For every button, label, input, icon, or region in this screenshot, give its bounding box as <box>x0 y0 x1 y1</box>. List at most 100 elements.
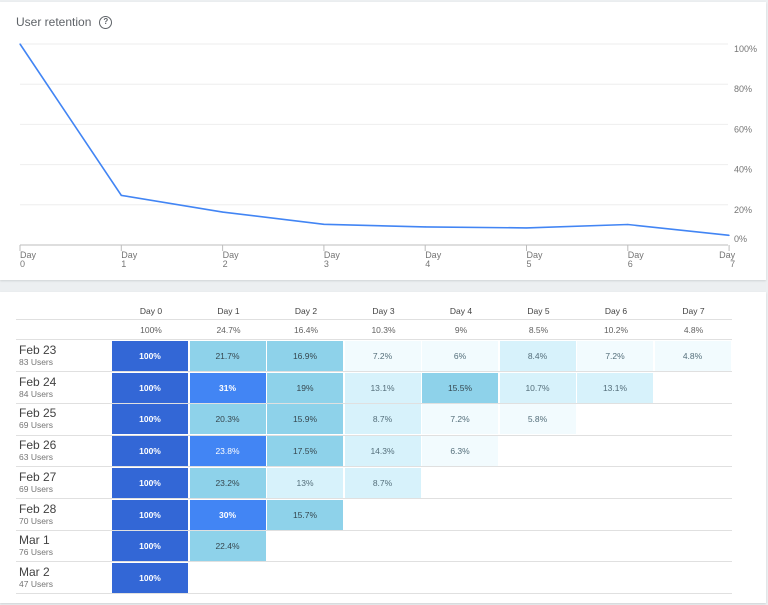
y-tick-label: 80% <box>734 84 752 94</box>
x-tick-label: Day <box>121 250 138 260</box>
column-average: 8.5% <box>528 325 549 335</box>
column-average: 10.3% <box>371 325 396 335</box>
cohort-date: Feb 24 <box>19 374 57 389</box>
cohort-user-count: 70 Users <box>19 515 54 526</box>
row-divider <box>16 529 732 531</box>
retention-cell[interactable]: 30% <box>189 499 266 530</box>
series-layer <box>19 43 730 237</box>
data-point[interactable] <box>19 43 21 45</box>
cohort-row-label: Feb 26 63 Users <box>19 438 109 463</box>
cohort-row-label: Feb 28 70 Users <box>19 502 109 526</box>
y-axis-ticks: 0% 20% 40% 60% 80% 100% <box>734 44 757 244</box>
data-point[interactable] <box>728 234 730 236</box>
x-tick-number: 3 <box>324 259 329 269</box>
retention-cell[interactable]: 15.7% <box>267 499 343 530</box>
column-average: 24.7% <box>216 325 241 335</box>
retention-cell[interactable]: 13% <box>267 467 343 498</box>
retention-cell[interactable]: 6% <box>422 341 498 371</box>
column-header: Day 0 <box>139 306 163 316</box>
retention-cell[interactable]: 8.7% <box>344 404 421 435</box>
retention-cell[interactable]: 4.8% <box>654 341 731 371</box>
retention-cell[interactable]: 100% <box>112 372 188 403</box>
x-tick-number: 1 <box>121 259 126 269</box>
x-tick-label: Day <box>719 250 736 260</box>
y-tick-label: 0% <box>734 234 747 244</box>
retention-cell[interactable]: 100% <box>112 436 188 467</box>
cohort-date: Feb 26 <box>19 438 57 453</box>
retention-cell[interactable]: 100% <box>112 531 188 562</box>
retention-cell[interactable]: 16.9% <box>267 341 343 371</box>
y-tick-label: 60% <box>734 124 752 134</box>
retention-cell[interactable]: 15.5% <box>422 372 498 403</box>
retention-cell[interactable]: 7.2% <box>422 404 498 435</box>
retention-cell[interactable]: 7.2% <box>344 341 421 371</box>
column-header: Day 6 <box>604 306 628 316</box>
cohort-row-label: Feb 25 69 Users <box>19 407 109 431</box>
x-tick-label: Day <box>223 250 240 260</box>
retention-cell[interactable]: 19% <box>267 372 343 403</box>
data-point[interactable] <box>323 223 325 225</box>
data-point[interactable] <box>525 227 528 229</box>
cohort-row-label: Mar 2 47 Users <box>19 565 109 589</box>
retention-cell[interactable]: 23.8% <box>189 436 266 467</box>
retention-cell[interactable]: 20.3% <box>189 404 266 435</box>
x-tick-number: 5 <box>527 259 532 269</box>
cohort-user-count: 69 Users <box>19 483 54 494</box>
help-circle-icon[interactable]: ? <box>99 15 113 29</box>
row-divider <box>16 561 732 563</box>
retention-cell[interactable]: 14.3% <box>344 436 421 467</box>
retention-cell[interactable]: 13.1% <box>577 372 653 403</box>
retention-cell[interactable]: 13.1% <box>344 372 421 403</box>
retention-cell[interactable]: 6.3% <box>422 436 498 467</box>
y-tick-label: 20% <box>734 205 752 215</box>
retention-cell[interactable]: 7.2% <box>577 341 653 371</box>
retention-cell[interactable]: 8.7% <box>344 467 421 498</box>
column-header: Day 5 <box>527 306 550 316</box>
retention-cell[interactable]: 100% <box>112 562 188 593</box>
x-tick-label: Day <box>425 250 442 260</box>
data-point[interactable] <box>424 226 426 228</box>
retention-cell[interactable]: 5.8% <box>499 404 576 435</box>
x-tick-label: Day <box>527 250 544 260</box>
data-point[interactable] <box>627 223 629 226</box>
x-tick-number: 2 <box>223 259 228 269</box>
retention-cell[interactable]: 17.5% <box>267 436 343 467</box>
cohort-user-count: 76 Users <box>19 547 54 558</box>
row-divider <box>16 402 732 404</box>
retention-series-line <box>19 43 730 237</box>
cohort-date: Mar 1 <box>19 533 50 548</box>
data-point[interactable] <box>120 194 122 196</box>
retention-cell[interactable]: 100% <box>112 404 188 435</box>
x-tick-label: Day <box>20 250 37 260</box>
column-average: 16.4% <box>293 325 319 335</box>
column-average: 9% <box>454 325 468 335</box>
column-header: Day 1 <box>217 306 240 316</box>
x-tick-number: 6 <box>628 259 633 269</box>
retention-cell[interactable]: 100% <box>112 341 188 371</box>
x-tick-number: 7 <box>730 259 735 269</box>
retention-cell[interactable]: 10.7% <box>499 372 576 403</box>
cohort-row-label: Feb 24 84 Users <box>19 374 109 399</box>
retention-cell[interactable]: 23.2% <box>189 467 266 498</box>
retention-cell[interactable]: 31% <box>189 372 266 403</box>
column-header: Day 2 <box>294 306 318 316</box>
cohort-table-card: Day 0 100% Day 1 24.7% Day 2 16.4% Day 3 10.3% D… <box>0 292 766 603</box>
chart-title-row: User retention ? <box>16 12 113 32</box>
retention-cell[interactable]: 21.7% <box>189 341 266 371</box>
row-divider <box>16 466 732 468</box>
average-divider <box>16 339 732 340</box>
cohort-date: Feb 23 <box>19 343 57 357</box>
data-point[interactable] <box>222 211 224 213</box>
retention-cell[interactable]: 100% <box>112 499 188 530</box>
cohort-date: Feb 27 <box>19 469 57 484</box>
retention-cell[interactable]: 100% <box>112 467 188 498</box>
row-divider <box>16 593 732 595</box>
y-tick-label: 100% <box>734 44 757 54</box>
x-tick-number: 0 <box>20 259 25 269</box>
retention-cell[interactable]: 8.4% <box>499 341 576 371</box>
x-tick-number: 4 <box>425 259 430 269</box>
cohort-user-count: 83 Users <box>19 357 54 367</box>
retention-cell[interactable]: 15.9% <box>267 404 343 435</box>
retention-cell[interactable]: 22.4% <box>189 531 266 562</box>
